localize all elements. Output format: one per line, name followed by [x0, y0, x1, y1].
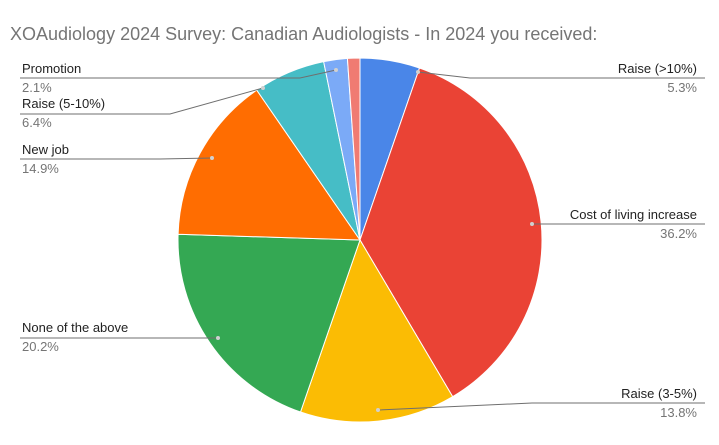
- slice-value-none-of-the-above: 20.2%: [22, 339, 59, 354]
- slice-value-raise-3-5: 13.8%: [660, 405, 697, 420]
- leader-dot-raise-5-10: [261, 86, 265, 90]
- leader-dot-raise-10: [416, 70, 420, 74]
- slice-label-new-job: New job: [22, 142, 69, 157]
- leader-line-raise-10: [417, 71, 705, 79]
- leader-dot-raise-3-5: [376, 408, 380, 412]
- pie-slice-other: [346, 57, 361, 241]
- slice-label-none-of-the-above: None of the above: [22, 320, 128, 335]
- slice-labels: Raise (>10%) 5.3% Cost of living increase 3…: [22, 61, 697, 420]
- chart-title: XOAudiology 2024 Survey: Canadian Audiol…: [10, 24, 597, 44]
- leader-dot-promotion: [334, 68, 338, 72]
- leader-line-new-job: [20, 157, 213, 160]
- pie-slice-raise-3-5: [299, 238, 454, 423]
- slice-value-promotion: 2.1%: [22, 80, 52, 95]
- slice-label-cost-of-living-increase: Cost of living increase: [570, 207, 697, 222]
- slice-label-raise-10: Raise (>10%): [618, 61, 697, 76]
- slice-value-new-job: 14.9%: [22, 161, 59, 176]
- leader-line-promotion: [20, 69, 337, 79]
- slice-label-promotion: Promotion: [22, 61, 81, 76]
- pie-slice-none-of-the-above: [177, 233, 361, 413]
- slice-value-raise-5-10: 6.4%: [22, 115, 52, 130]
- slice-label-raise-5-10: Raise (5-10%): [22, 96, 105, 111]
- slice-value-cost-of-living-increase: 36.2%: [660, 226, 697, 241]
- leader-lines: [20, 68, 705, 412]
- leader-line-raise-5-10: [20, 87, 264, 115]
- slice-label-raise-3-5: Raise (3-5%): [621, 386, 697, 401]
- leader-dot-cost-of-living-increase: [530, 222, 534, 226]
- leader-dot-new-job: [210, 156, 214, 160]
- pie-slices: [177, 57, 543, 423]
- pie-slice-cost-of-living-increase: [359, 67, 543, 398]
- slice-value-raise-10: 5.3%: [667, 80, 697, 95]
- leader-line-raise-3-5: [377, 402, 705, 411]
- leader-dot-none-of-the-above: [216, 336, 220, 340]
- pie-slice-new-job: [177, 89, 361, 241]
